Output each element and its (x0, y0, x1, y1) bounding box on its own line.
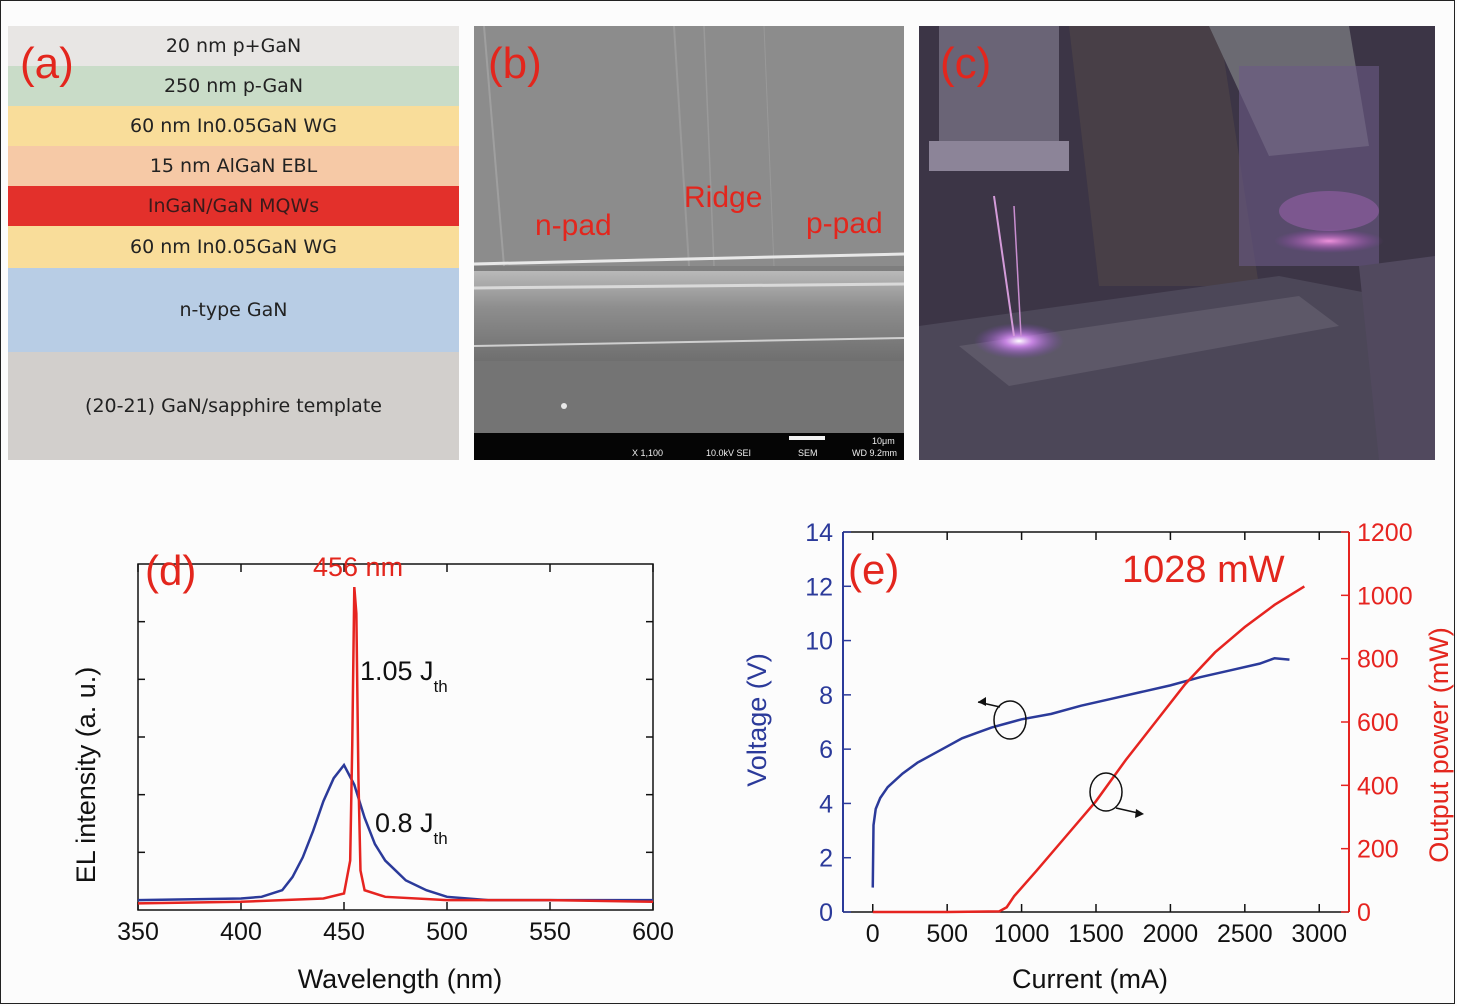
layer-0: 20 nm p+GaN (8, 26, 459, 66)
x-tick-label: 2500 (1217, 920, 1273, 948)
layer-label: 60 nm In0.05GaN WG (130, 236, 337, 258)
panel-b-label: (b) (488, 39, 542, 88)
y-axis-label-power: Output power (mW) (1424, 627, 1454, 863)
ridge-label: Ridge (684, 181, 763, 214)
sem-voltage: 10.0kV SEI (706, 448, 751, 458)
y-left-tick-label: 12 (805, 573, 833, 601)
layer-label: 20 nm p+GaN (165, 35, 302, 57)
panel-c-label: (c) (940, 39, 992, 88)
laser-photo-panel (919, 26, 1435, 460)
layer-label: 15 nm AlGaN EBL (149, 155, 318, 177)
voltage-axis-marker (993, 700, 1027, 740)
y-left-tick-label: 8 (819, 682, 833, 710)
x-tick-label: 1500 (1068, 920, 1124, 948)
x-tick-label: 0 (866, 920, 880, 948)
series-voltage (871, 656, 1290, 888)
panel-a-label: (a) (20, 39, 74, 88)
x-axis-label: Wavelength (nm) (298, 964, 503, 994)
power-axis-marker (1089, 772, 1123, 812)
sem-mag: X 1,100 (632, 448, 663, 458)
sem-scale-label: 10μm (872, 436, 895, 446)
low-current-annotation: 0.8 Jth (375, 808, 448, 848)
x-tick-label: 600 (632, 918, 674, 946)
y-left-tick-label: 0 (819, 899, 833, 927)
layer-3: 15 nm AlGaN EBL (8, 146, 459, 186)
sem-mode: SEM (798, 448, 818, 458)
y-axis-label-voltage: Voltage (V) (742, 653, 772, 787)
x-tick-label: 550 (529, 918, 571, 946)
plot-frame (137, 563, 654, 911)
p-pad-label: p-pad (806, 207, 883, 240)
y-right-tick-label: 0 (1357, 899, 1371, 927)
n-pad-label: n-pad (535, 209, 612, 242)
x-tick-label: 500 (926, 920, 968, 948)
panel-d-label: (d) (145, 547, 196, 594)
sem-wd: WD 9.2mm (852, 448, 897, 458)
x-tick-label: 1000 (994, 920, 1050, 948)
x-tick-label: 450 (323, 918, 365, 946)
layer-label: 250 nm p-GaN (163, 75, 304, 97)
y-right-tick-label: 600 (1357, 709, 1399, 737)
sem-image-panel: X 1,100 10.0kV SEI SEM WD 9.2mm 10μm (474, 26, 904, 460)
y-left-tick-label: 14 (805, 519, 833, 547)
y-right-tick-label: 400 (1357, 772, 1399, 800)
x-axis-label-current: Current (mA) (1012, 964, 1168, 994)
x-tick-label: 350 (117, 918, 159, 946)
y-right-tick-label: 800 (1357, 646, 1399, 674)
x-tick-label: 500 (426, 918, 468, 946)
layer-4: InGaN/GaN MQWs (8, 186, 459, 226)
max-power-annotation: 1028 mW (1122, 549, 1285, 591)
y-right-tick-label: 1200 (1357, 519, 1413, 547)
x-tick-label: 2000 (1143, 920, 1199, 948)
layer-7: (20-21) GaN/sapphire template (8, 352, 459, 460)
layer-label: InGaN/GaN MQWs (147, 195, 320, 217)
y-left-tick-label: 2 (819, 845, 833, 873)
y-left-tick-label: 6 (819, 736, 833, 764)
high-current-annotation: 1.05 Jth (360, 656, 448, 696)
y-left-tick-label: 10 (805, 628, 833, 656)
y-left-tick-label: 4 (819, 790, 833, 818)
layer-2: 60 nm In0.05GaN WG (8, 106, 459, 146)
series-high-current (137, 586, 654, 905)
layer-label: n-type GaN (179, 299, 288, 321)
panel-e-label: (e) (848, 546, 899, 593)
layer-6: n-type GaN (8, 268, 459, 352)
el-spectrum-chart: 350 400 450 500 550 600 (d) 456 nm 1.05 Jth 0… (71, 547, 674, 994)
layer-5: 60 nm In0.05GaN WG (8, 226, 459, 268)
series-power (872, 585, 1306, 914)
layer-1: 250 nm p-GaN (8, 66, 459, 106)
layer-stack-panel: 20 nm p+GaN 250 nm p-GaN 60 nm In0.05GaN W… (8, 26, 459, 460)
x-tick-label: 400 (220, 918, 262, 946)
y-axis-label: EL intensity (a. u.) (71, 667, 101, 884)
x-tick-label: 3000 (1291, 920, 1347, 948)
y-right-tick-label: 200 (1357, 836, 1399, 864)
layer-label: (20-21) GaN/sapphire template (85, 395, 382, 417)
layer-label: 60 nm In0.05GaN WG (130, 115, 337, 137)
liv-chart: 0 500 1000 1500 2000 2500 3000 0 2 4 6 8 10 12 14 0 200 4… (742, 519, 1454, 994)
laser-photo (919, 26, 1435, 460)
y-right-tick-label: 1000 (1357, 582, 1413, 610)
peak-annotation: 456 nm (313, 552, 403, 582)
sem-image: X 1,100 10.0kV SEI SEM WD 9.2mm 10μm (474, 26, 904, 460)
